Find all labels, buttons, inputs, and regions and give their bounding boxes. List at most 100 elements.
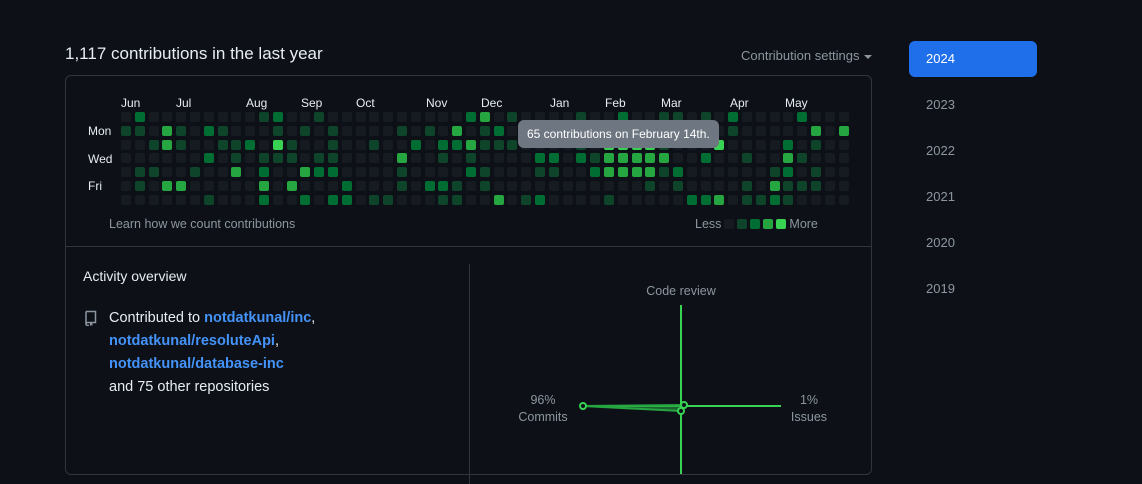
- contribution-day[interactable]: [631, 112, 642, 122]
- contribution-day[interactable]: [493, 167, 504, 178]
- contribution-day[interactable]: [535, 194, 545, 205]
- contribution-day[interactable]: [728, 167, 739, 178]
- contribution-day[interactable]: [314, 167, 325, 178]
- contribution-day[interactable]: [397, 194, 407, 205]
- contribution-day[interactable]: [700, 194, 711, 205]
- contribution-day[interactable]: [645, 181, 656, 191]
- contribution-day[interactable]: [217, 112, 228, 122]
- contribution-day[interactable]: [314, 194, 325, 205]
- contribution-day[interactable]: [328, 139, 338, 150]
- contribution-day[interactable]: [424, 153, 435, 164]
- contribution-day[interactable]: [507, 139, 518, 150]
- contribution-day[interactable]: [438, 181, 449, 191]
- contribution-day[interactable]: [397, 167, 407, 178]
- contribution-day[interactable]: [521, 181, 532, 191]
- contribution-day[interactable]: [742, 139, 752, 150]
- learn-how-link[interactable]: Learn how we count contributions: [109, 217, 296, 231]
- contribution-day[interactable]: [300, 112, 311, 122]
- contribution-day[interactable]: [259, 167, 269, 178]
- contribution-day[interactable]: [673, 153, 683, 164]
- contribution-day[interactable]: [811, 112, 821, 122]
- contribution-day[interactable]: [466, 194, 476, 205]
- contribution-day[interactable]: [231, 153, 242, 164]
- contribution-day[interactable]: [438, 112, 449, 122]
- contribution-day[interactable]: [838, 181, 849, 191]
- contribution-day[interactable]: [176, 125, 187, 136]
- contribution-day[interactable]: [121, 194, 131, 205]
- contribution-day[interactable]: [134, 112, 145, 122]
- contribution-day[interactable]: [355, 153, 366, 164]
- contribution-day[interactable]: [783, 112, 794, 122]
- contribution-day[interactable]: [521, 167, 532, 178]
- contribution-day[interactable]: [562, 194, 573, 205]
- contribution-day[interactable]: [355, 181, 366, 191]
- contribution-day[interactable]: [121, 153, 131, 164]
- contribution-day[interactable]: [231, 139, 242, 150]
- contribution-settings-dropdown[interactable]: Contribution settings: [741, 48, 872, 63]
- contribution-day[interactable]: [410, 125, 421, 136]
- contribution-day[interactable]: [645, 153, 656, 164]
- contribution-day[interactable]: [755, 194, 766, 205]
- contribution-day[interactable]: [728, 139, 739, 150]
- contribution-day[interactable]: [811, 167, 821, 178]
- contribution-day[interactable]: [617, 194, 628, 205]
- contribution-day[interactable]: [673, 194, 683, 205]
- contribution-day[interactable]: [162, 139, 173, 150]
- contribution-day[interactable]: [355, 112, 366, 122]
- contribution-day[interactable]: [755, 153, 766, 164]
- contribution-day[interactable]: [479, 112, 490, 122]
- contribution-day[interactable]: [659, 167, 670, 178]
- contribution-day[interactable]: [617, 112, 628, 122]
- contribution-day[interactable]: [176, 112, 187, 122]
- contribution-day[interactable]: [259, 153, 269, 164]
- contribution-day[interactable]: [783, 167, 794, 178]
- contribution-day[interactable]: [369, 153, 380, 164]
- contribution-day[interactable]: [121, 112, 131, 122]
- contribution-day[interactable]: [742, 112, 752, 122]
- contribution-day[interactable]: [121, 139, 131, 150]
- contribution-day[interactable]: [493, 194, 504, 205]
- contribution-day[interactable]: [631, 153, 642, 164]
- contribution-day[interactable]: [645, 112, 656, 122]
- contribution-day[interactable]: [728, 112, 739, 122]
- contribution-day[interactable]: [590, 194, 601, 205]
- contribution-day[interactable]: [245, 167, 256, 178]
- contribution-day[interactable]: [645, 194, 656, 205]
- contribution-day[interactable]: [673, 167, 683, 178]
- contribution-day[interactable]: [714, 181, 725, 191]
- contribution-day[interactable]: [190, 167, 200, 178]
- contribution-day[interactable]: [824, 125, 835, 136]
- contribution-day[interactable]: [410, 181, 421, 191]
- contribution-day[interactable]: [742, 125, 752, 136]
- contribution-day[interactable]: [797, 139, 808, 150]
- contribution-day[interactable]: [231, 125, 242, 136]
- contribution-day[interactable]: [300, 153, 311, 164]
- year-link-2020[interactable]: 2020: [926, 235, 955, 250]
- contribution-day[interactable]: [259, 125, 269, 136]
- contribution-day[interactable]: [121, 167, 131, 178]
- contribution-day[interactable]: [783, 125, 794, 136]
- contribution-day[interactable]: [548, 194, 559, 205]
- contribution-day[interactable]: [521, 194, 532, 205]
- contribution-day[interactable]: [452, 125, 463, 136]
- contribution-day[interactable]: [535, 181, 545, 191]
- contribution-day[interactable]: [383, 153, 394, 164]
- contribution-day[interactable]: [700, 181, 711, 191]
- contribution-day[interactable]: [355, 139, 366, 150]
- contribution-day[interactable]: [673, 181, 683, 191]
- contribution-day[interactable]: [479, 139, 490, 150]
- contribution-day[interactable]: [576, 194, 587, 205]
- contribution-day[interactable]: [590, 153, 601, 164]
- contribution-day[interactable]: [659, 194, 670, 205]
- contribution-day[interactable]: [769, 125, 780, 136]
- contribution-day[interactable]: [617, 181, 628, 191]
- contribution-day[interactable]: [148, 167, 159, 178]
- contribution-day[interactable]: [824, 167, 835, 178]
- contribution-day[interactable]: [452, 112, 463, 122]
- contribution-day[interactable]: [755, 167, 766, 178]
- contribution-day[interactable]: [245, 139, 256, 150]
- contribution-day[interactable]: [438, 125, 449, 136]
- contribution-day[interactable]: [590, 167, 601, 178]
- contribution-day[interactable]: [314, 125, 325, 136]
- contribution-day[interactable]: [286, 167, 297, 178]
